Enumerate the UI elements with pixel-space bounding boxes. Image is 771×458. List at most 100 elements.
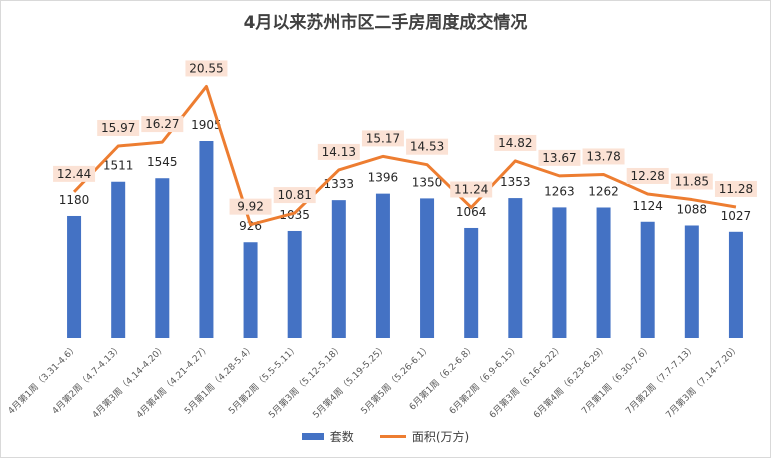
x-tick-label: 5月第3周（5.12-5.18） xyxy=(266,342,345,421)
x-tick-label: 7月第3周（7.14-7.20） xyxy=(663,342,742,421)
line-value-label: 11.28 xyxy=(714,180,757,197)
bar xyxy=(728,231,743,338)
bar xyxy=(111,181,126,338)
bar xyxy=(375,193,390,338)
bar-value-label: 1180 xyxy=(59,193,90,207)
bar xyxy=(331,200,346,338)
bar-value-label: 1263 xyxy=(544,184,575,198)
line-label-group: 12.44 15.97 16.27 20.55 9.92 10.81 14.13 15.17 1… xyxy=(53,60,757,215)
bar-value-label: 1262 xyxy=(588,184,619,198)
line-value-label: 11.24 xyxy=(450,181,493,198)
line-value-label: 9.92 xyxy=(229,198,272,215)
legend-item-line: 面积(万方) xyxy=(379,428,470,445)
line-label-box xyxy=(626,167,669,184)
line-label-box xyxy=(406,138,449,155)
bar-value-label: 1124 xyxy=(632,199,663,213)
line-label-box xyxy=(494,134,537,151)
line-label-text: 14.82 xyxy=(498,136,532,150)
line-value-label: 12.28 xyxy=(626,167,669,184)
line-label-text: 15.17 xyxy=(366,131,400,145)
line-value-label: 20.55 xyxy=(185,60,228,77)
bar-series xyxy=(67,141,743,338)
line-label-text: 13.78 xyxy=(586,149,620,163)
line-label-box xyxy=(714,180,757,197)
line-label-text: 10.81 xyxy=(278,188,312,202)
line-value-label: 12.44 xyxy=(53,165,96,182)
line-value-label: 16.27 xyxy=(141,116,184,133)
bar-value-label: 1511 xyxy=(103,159,134,173)
line-value-label: 13.67 xyxy=(538,149,581,166)
line-label-text: 15.97 xyxy=(101,121,135,135)
line-label-box xyxy=(185,60,228,77)
legend-swatch-bar xyxy=(301,433,324,440)
bar-value-label: 1088 xyxy=(677,202,708,216)
bar xyxy=(199,141,214,338)
line-label-text: 12.44 xyxy=(57,167,91,181)
line-label-box xyxy=(538,149,581,166)
bar xyxy=(420,198,435,338)
bar xyxy=(155,178,170,338)
legend-swatch-line xyxy=(379,435,406,438)
bar-value-label: 1035 xyxy=(279,208,310,222)
bar-value-label: 1027 xyxy=(721,209,752,223)
line-value-label: 11.85 xyxy=(670,173,713,190)
line-label-text: 20.55 xyxy=(189,61,223,75)
line-value-label: 15.17 xyxy=(361,130,404,147)
x-tick-label: 4月第3周（4.14-4.20） xyxy=(89,342,168,421)
x-tick-label: 6月第4周（6.23-6.29） xyxy=(531,342,610,421)
legend-label-bar: 套数 xyxy=(329,430,354,444)
line-label-box xyxy=(582,148,625,165)
line-label-box xyxy=(670,173,713,190)
line-value-label: 10.81 xyxy=(273,187,316,204)
bar xyxy=(552,207,567,338)
bar-value-label: 1064 xyxy=(456,205,487,219)
line-label-box xyxy=(450,181,493,198)
bar-value-label: 1396 xyxy=(368,171,399,185)
line-value-label: 14.53 xyxy=(406,138,449,155)
line-label-box xyxy=(361,130,404,147)
line-value-label: 14.13 xyxy=(317,143,360,160)
bar xyxy=(640,221,655,338)
line-label-text: 9.92 xyxy=(237,200,264,214)
line-label-text: 12.28 xyxy=(631,169,665,183)
line-label-text: 11.24 xyxy=(454,182,488,196)
x-tick-labels: 4月第1周（3.31-4.6）4月第2周（4.7-4.13）4月第3周（4.14… xyxy=(5,342,742,421)
line-label-box xyxy=(141,116,184,133)
line-label-box xyxy=(273,187,316,204)
line-label-box xyxy=(97,119,140,136)
bar xyxy=(243,242,258,338)
legend-item-bar: 套数 xyxy=(301,428,354,445)
line-label-text: 14.13 xyxy=(322,145,356,159)
bar-value-label: 1333 xyxy=(324,177,355,191)
line-path xyxy=(72,84,737,227)
line-series xyxy=(72,84,737,227)
bar xyxy=(464,227,479,338)
line-label-text: 16.27 xyxy=(145,117,179,131)
line-label-text: 11.85 xyxy=(675,175,709,189)
bar xyxy=(287,230,302,338)
line-label-box xyxy=(229,198,272,215)
line-label-box xyxy=(317,143,360,160)
bar xyxy=(508,198,523,338)
line-value-label: 15.97 xyxy=(97,119,140,136)
bar-value-label: 1545 xyxy=(147,155,178,169)
bar-value-label: 1905 xyxy=(191,118,222,132)
x-tick-label: 5月第4周（5.19-5.25） xyxy=(310,342,389,421)
bar-value-label: 1353 xyxy=(500,175,531,189)
bar xyxy=(596,207,611,338)
legend-label-line: 面积(万方) xyxy=(411,430,470,444)
line-label-text: 11.28 xyxy=(719,182,753,196)
bar-value-label: 1350 xyxy=(412,175,443,189)
line-value-label: 14.82 xyxy=(494,134,537,151)
x-tick-label: 4月第4周（4.21-4.27） xyxy=(134,342,213,421)
line-label-box xyxy=(53,165,96,182)
chart-title: 4月以来苏州市区二手房周度成交情况 xyxy=(243,13,528,33)
legend: 套数 面积(万方) xyxy=(0,428,771,445)
bar xyxy=(684,225,699,338)
line-value-label: 13.78 xyxy=(582,148,625,165)
line-label-text: 13.67 xyxy=(542,151,576,165)
x-tick-label: 6月第3周（6.16-6.22） xyxy=(487,342,566,421)
line-label-text: 14.53 xyxy=(410,140,444,154)
